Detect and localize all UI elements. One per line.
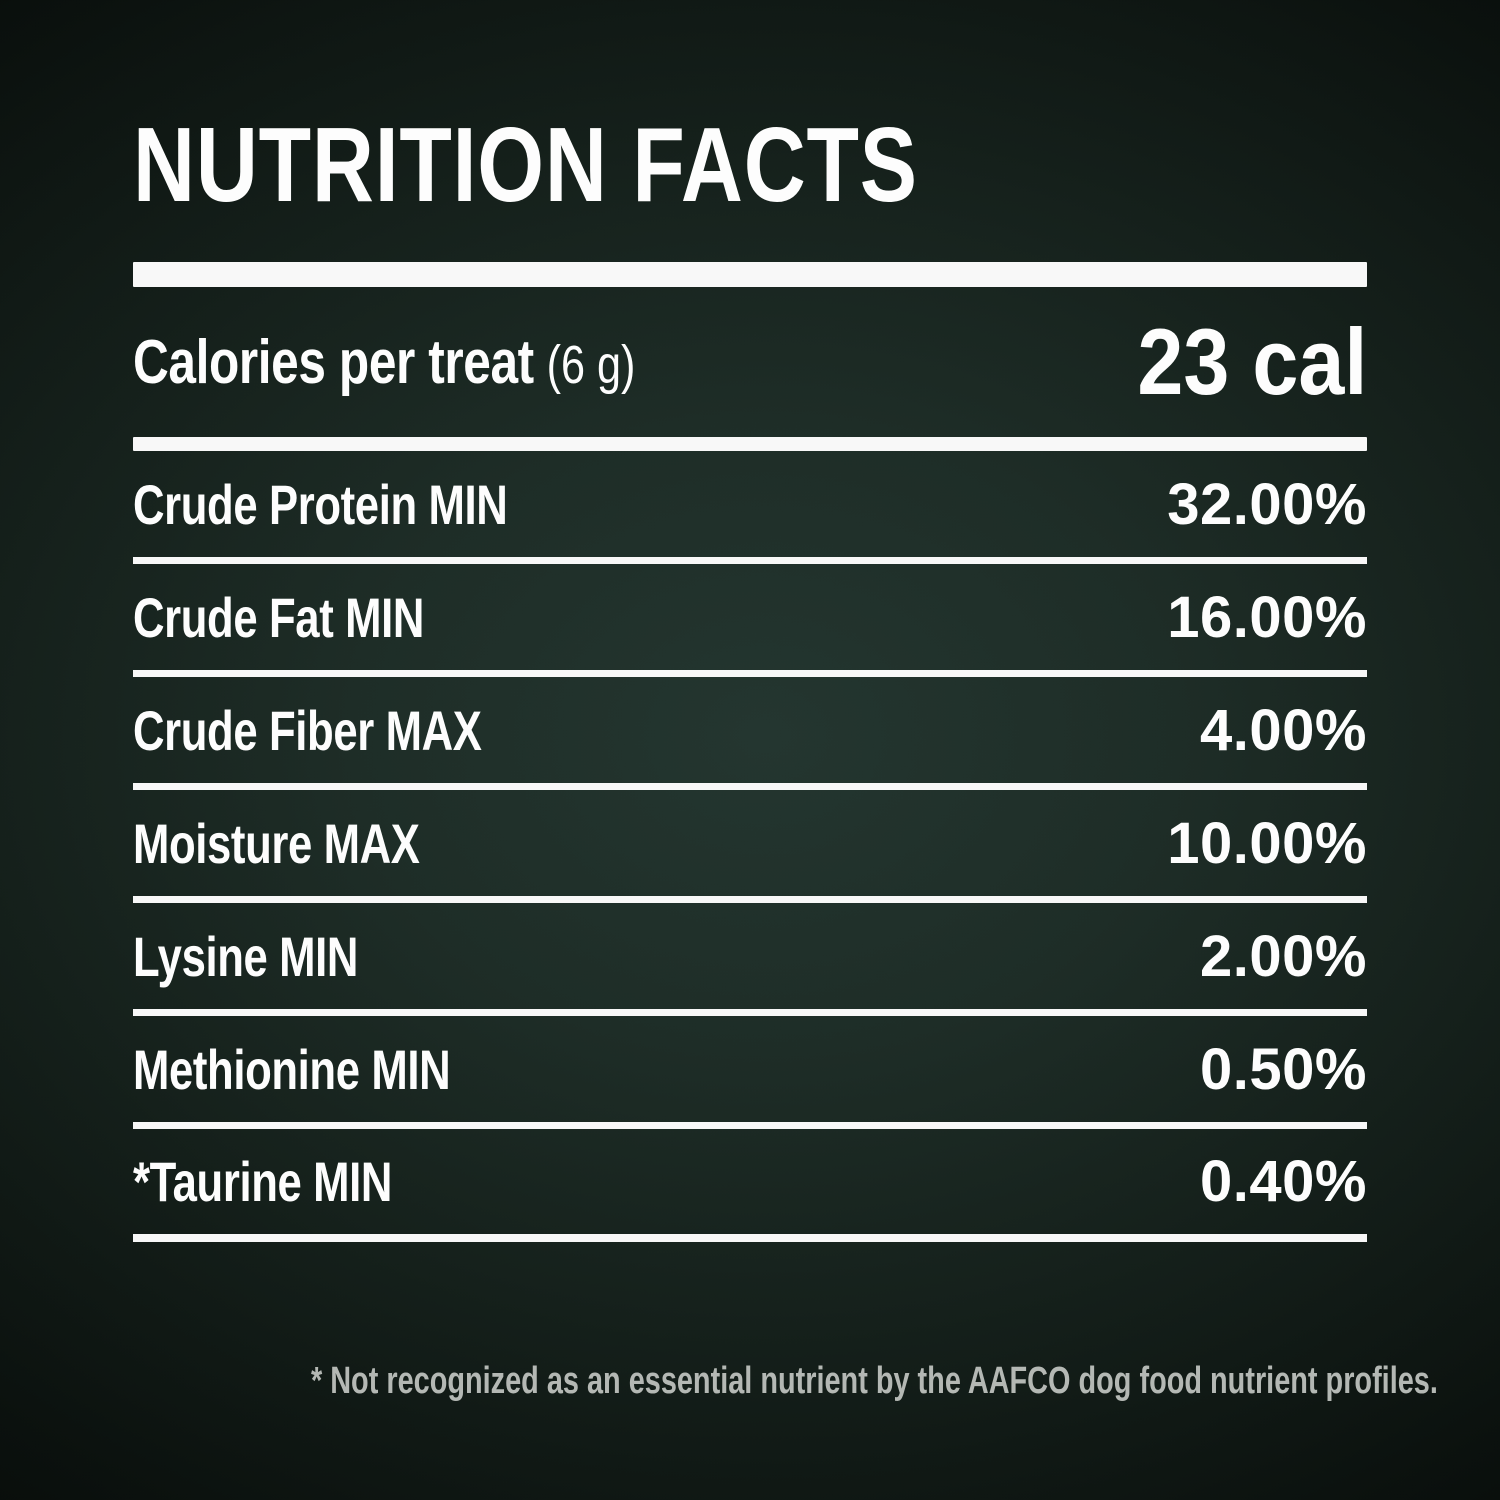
calories-value: 23 cal [1137,309,1367,414]
nutrient-row: Crude Fiber MAX 4.00% [133,677,1367,790]
nutrient-row: *Taurine MIN 0.40% [133,1129,1367,1242]
footnote: * Not recognized as an essential nutrien… [310,1360,1438,1402]
nutrient-value: 2.00% [1200,923,1367,989]
nutrient-row: Crude Fat MIN 16.00% [133,564,1367,677]
nutrient-value: 32.00% [1167,471,1367,537]
nutrient-label: Crude Fiber MAX [133,698,482,762]
nutrient-label: *Taurine MIN [133,1150,393,1213]
divider-medium [133,437,1367,451]
nutrient-value: 10.00% [1167,810,1367,876]
calories-label-group: Calories per treat (6 g) [133,327,635,398]
panel-title-text: NUTRITION FACTS [133,106,918,224]
nutrient-value: 4.00% [1200,697,1367,763]
footnote-row: * Not recognized as an essential nutrien… [133,1360,1438,1403]
nutrient-label: Crude Protein MIN [133,472,508,536]
nutrient-row: Moisture MAX 10.00% [133,790,1367,903]
panel-title: NUTRITION FACTS [133,112,1367,218]
nutrition-facts-panel: NUTRITION FACTS Calories per treat (6 g)… [0,112,1500,1500]
nutrient-row: Lysine MIN 2.00% [133,903,1367,1016]
calories-row: Calories per treat (6 g) 23 cal [133,287,1367,437]
nutrient-row: Methionine MIN 0.50% [133,1016,1367,1129]
nutrient-label: Crude Fat MIN [133,585,424,649]
nutrient-row: Crude Protein MIN 32.00% [133,451,1367,564]
nutrient-value: 0.40% [1200,1149,1367,1214]
nutrient-table: Crude Protein MIN 32.00% Crude Fat MIN 1… [133,451,1367,1242]
nutrient-label: Lysine MIN [133,924,359,988]
serving-size: (6 g) [546,334,636,395]
divider-thick [133,262,1367,287]
nutrient-value: 16.00% [1167,584,1367,650]
nutrient-label: Moisture MAX [133,811,420,875]
nutrient-label: Methionine MIN [133,1037,451,1101]
calories-label: Calories per treat [133,327,534,397]
nutrient-value: 0.50% [1200,1036,1367,1102]
